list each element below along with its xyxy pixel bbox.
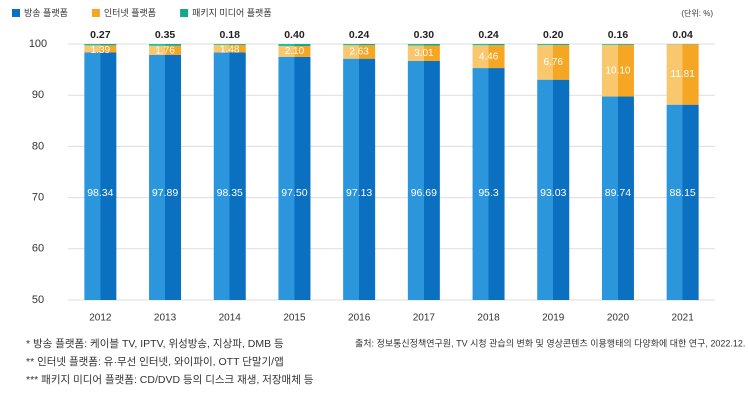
- value-label: 96.69: [411, 187, 437, 199]
- value-label: 3.01: [414, 48, 434, 59]
- value-label: 10.10: [605, 65, 630, 76]
- bar-segment: [601, 44, 634, 45]
- value-label: 2.10: [285, 46, 305, 57]
- bar-segment: [278, 44, 311, 47]
- value-label: 0.18: [220, 29, 241, 41]
- bar-segment: [278, 46, 311, 57]
- value-label: 2.63: [349, 47, 369, 58]
- y-tick-label: 70: [32, 192, 44, 204]
- bar-segment: [407, 60, 440, 300]
- x-tick-label: 2021: [672, 313, 695, 324]
- value-label: 1.76: [155, 45, 175, 56]
- x-tick-label: 2013: [154, 313, 177, 324]
- bar-segment: [278, 56, 311, 300]
- bar-segment: [407, 45, 440, 61]
- value-label: 0.30: [414, 29, 435, 41]
- x-tick-label: 2020: [607, 313, 630, 324]
- bar-segment: [149, 44, 182, 46]
- bar-segment: [84, 44, 117, 46]
- y-tick-label: 100: [29, 38, 47, 50]
- bar-segment: [601, 44, 634, 97]
- y-tick-label: 90: [32, 89, 44, 101]
- bar-segment: [343, 45, 376, 59]
- legend-label: 인터넷 플랫폼: [104, 8, 156, 18]
- bar-segment: [537, 79, 570, 300]
- x-tick-label: 2016: [348, 313, 371, 324]
- value-label: 0.27: [90, 29, 111, 41]
- note: *** 패키지 미디어 플랫폼: CD/DVD 등의 디스크 재생, 저장매체 …: [26, 374, 314, 386]
- value-label: 95.3: [478, 187, 499, 199]
- value-label: 97.50: [281, 187, 307, 199]
- x-tick-label: 2017: [413, 313, 436, 324]
- value-label: 6.76: [544, 57, 564, 68]
- source: 출처: 정보통신정책연구원, TV 시청 관습의 변화 및 영상콘텐츠 이용행태…: [355, 337, 745, 348]
- x-tick-label: 2019: [542, 313, 565, 324]
- legend-swatch: [12, 9, 20, 17]
- value-label: 0.40: [284, 29, 305, 41]
- value-label: 93.03: [540, 187, 566, 199]
- y-tick-label: 80: [32, 140, 44, 152]
- legend-swatch: [91, 9, 100, 17]
- x-tick-label: 2014: [219, 313, 242, 324]
- x-tick-label: 2018: [477, 313, 500, 324]
- legend-label: 방송 플랫폼: [24, 8, 68, 18]
- value-label: 89.74: [605, 187, 631, 199]
- bar-segment: [149, 54, 182, 301]
- bar-segment: [213, 44, 246, 45]
- value-label: 98.35: [217, 187, 243, 199]
- bar-segment: [472, 68, 505, 301]
- bar-segment: [537, 44, 570, 46]
- bar-segment: [213, 44, 246, 53]
- value-label: 0.24: [478, 29, 499, 41]
- value-label: 11.81: [671, 69, 696, 80]
- value-label: 97.89: [152, 187, 178, 199]
- bar-segment: [213, 52, 246, 301]
- bar-segment: [666, 44, 699, 105]
- bar-segment: [601, 96, 634, 301]
- value-label: 97.13: [346, 187, 372, 199]
- bar-segment: [537, 45, 570, 80]
- bar-segment: [343, 58, 376, 301]
- bar-segment: [407, 44, 440, 46]
- bar-segment: [472, 44, 505, 46]
- legend-label: 패키지 미디어 플랫폼: [192, 8, 272, 18]
- x-tick-label: 2012: [89, 313, 112, 324]
- value-label: 88.15: [670, 187, 696, 199]
- value-label: 0.35: [155, 29, 176, 41]
- bar-segment: [343, 44, 376, 46]
- y-tick-label: 60: [32, 243, 44, 255]
- unit: (단위: %): [681, 8, 713, 18]
- value-label: 0.24: [349, 29, 370, 41]
- bar-segment: [84, 52, 117, 300]
- legend-swatch: [180, 9, 189, 17]
- value-label: 4.46: [479, 51, 499, 62]
- bar-segment: [472, 45, 505, 69]
- value-label: 98.34: [87, 187, 113, 199]
- value-label: 1.48: [220, 45, 240, 56]
- value-label: 0.16: [608, 29, 629, 41]
- bar-segment: [84, 45, 117, 53]
- x-tick-label: 2015: [283, 313, 306, 324]
- bar-segment: [666, 104, 699, 300]
- note: * 방송 플랫폼: 케이블 TV, IPTV, 위성방송, 지상파, DMB 등: [26, 337, 284, 350]
- value-label: 1.39: [91, 45, 111, 56]
- value-label: 0.04: [672, 29, 693, 41]
- value-label: 0.20: [543, 29, 564, 41]
- note: ** 인터넷 플랫폼: 유·무선 인터넷, 와이파이, OTT 단말기/앱: [26, 356, 284, 368]
- y-tick-label: 50: [32, 294, 44, 306]
- bar-segment: [149, 45, 182, 55]
